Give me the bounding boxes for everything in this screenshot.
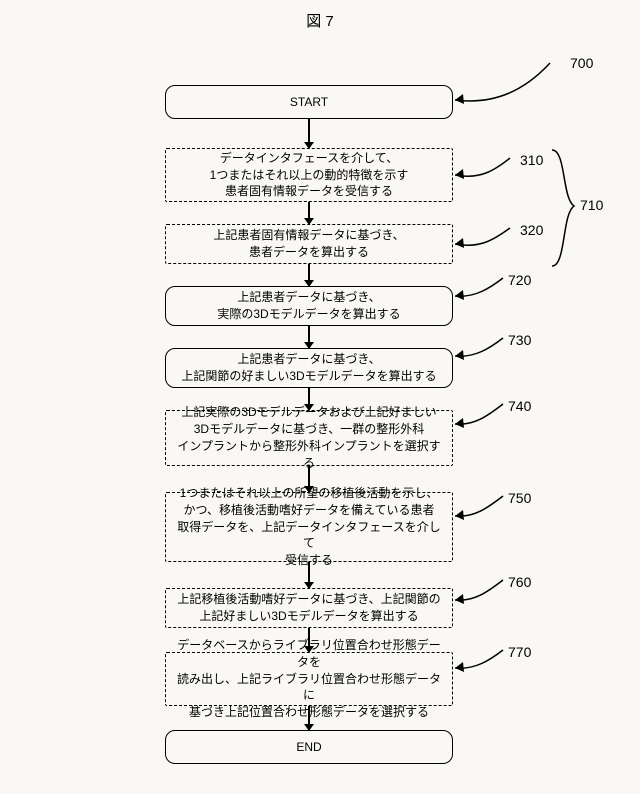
ref-label-760: 760 bbox=[508, 574, 531, 590]
leader-760 bbox=[455, 578, 510, 606]
ref-label-700: 700 bbox=[570, 55, 593, 71]
flow-node-770: データベースからライブラリ位置合わせ形態データを読み出し、上記ライブラリ位置合わ… bbox=[165, 652, 453, 706]
flow-connector bbox=[308, 706, 310, 730]
leader-730 bbox=[455, 336, 510, 362]
flow-node-310: データインタフェースを介して、1つまたはそれ以上の動的特徴を示す患者固有情報デー… bbox=[165, 148, 453, 202]
leader-700 bbox=[455, 60, 570, 110]
flow-node-740: 上記実際の3Dモデルデータおよび上記好ましい3Dモデルデータに基づき、一群の整形… bbox=[165, 410, 453, 466]
ref-label-710: 710 bbox=[580, 197, 603, 213]
flow-connector bbox=[308, 466, 310, 492]
flow-node-760: 上記移植後活動嗜好データに基づき、上記関節の上記好ましい3Dモデルデータを算出す… bbox=[165, 588, 453, 628]
ref-label-720: 720 bbox=[508, 272, 531, 288]
leader-750 bbox=[455, 494, 510, 522]
figure-title: 図 7 bbox=[306, 10, 334, 31]
flow-connector bbox=[308, 326, 310, 348]
flow-node-750: 1つまたはそれ以上の所望の移植後活動を示し、かつ、移植後活動嗜好データを備えてい… bbox=[165, 492, 453, 562]
ref-label-750: 750 bbox=[508, 490, 531, 506]
flow-node-730: 上記患者データに基づき、上記関節の好ましい3Dモデルデータを算出する bbox=[165, 348, 453, 388]
flow-node-320: 上記患者固有情報データに基づき、患者データを算出する bbox=[165, 224, 453, 264]
flow-node-end: END bbox=[165, 730, 453, 764]
leader-770 bbox=[455, 648, 510, 674]
flow-connector bbox=[308, 264, 310, 286]
ref-label-740: 740 bbox=[508, 398, 531, 414]
brace-710 bbox=[552, 148, 582, 268]
flow-connector bbox=[308, 628, 310, 652]
flow-node-start: START bbox=[165, 85, 453, 119]
ref-label-320: 320 bbox=[520, 222, 543, 238]
ref-label-310: 310 bbox=[520, 152, 543, 168]
flow-connector bbox=[308, 388, 310, 410]
ref-label-730: 730 bbox=[508, 332, 531, 348]
flow-connector bbox=[308, 562, 310, 588]
flow-connector bbox=[308, 119, 310, 148]
flow-connector bbox=[308, 202, 310, 224]
leader-320 bbox=[455, 225, 520, 255]
leader-720 bbox=[455, 276, 510, 302]
leader-740 bbox=[455, 402, 510, 430]
ref-label-770: 770 bbox=[508, 644, 531, 660]
flow-node-720: 上記患者データに基づき、実際の3Dモデルデータを算出する bbox=[165, 286, 453, 326]
leader-310 bbox=[455, 155, 520, 185]
